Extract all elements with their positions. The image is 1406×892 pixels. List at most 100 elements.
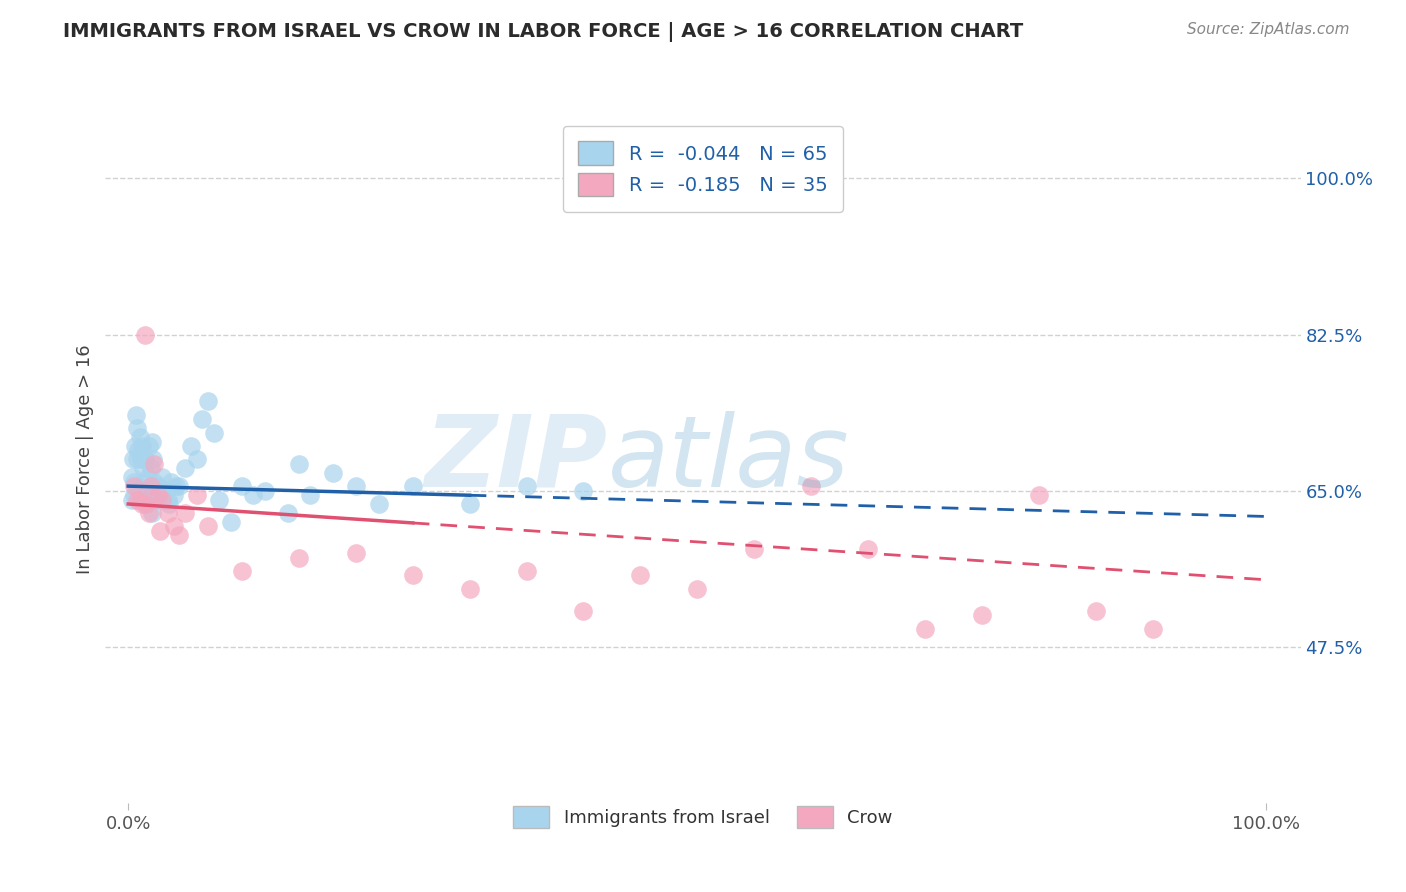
Point bbox=[149, 524, 172, 538]
Point bbox=[128, 430, 150, 444]
Point bbox=[129, 483, 152, 498]
Point bbox=[136, 470, 159, 484]
Point bbox=[186, 488, 208, 502]
Point bbox=[150, 492, 173, 507]
Point bbox=[516, 479, 538, 493]
Point bbox=[131, 488, 153, 502]
Point bbox=[242, 488, 264, 502]
Point bbox=[134, 475, 156, 489]
Point bbox=[145, 492, 167, 507]
Point bbox=[299, 488, 322, 502]
Point bbox=[288, 550, 311, 565]
Legend: Immigrants from Israel, Crow: Immigrants from Israel, Crow bbox=[506, 798, 900, 835]
Point bbox=[191, 412, 214, 426]
Point bbox=[202, 425, 225, 440]
Point bbox=[138, 488, 160, 502]
Point bbox=[124, 439, 146, 453]
Point bbox=[344, 479, 367, 493]
Point bbox=[800, 479, 823, 493]
Point bbox=[219, 515, 242, 529]
Point bbox=[742, 541, 765, 556]
Point bbox=[686, 582, 709, 596]
Point bbox=[458, 497, 481, 511]
Point bbox=[163, 519, 186, 533]
Point bbox=[152, 483, 174, 498]
Point bbox=[138, 506, 160, 520]
Point bbox=[135, 488, 157, 502]
Text: ZIP: ZIP bbox=[425, 411, 607, 508]
Point bbox=[141, 434, 163, 449]
Point bbox=[128, 492, 150, 507]
Point bbox=[572, 483, 595, 498]
Point bbox=[143, 479, 166, 493]
Point bbox=[277, 506, 299, 520]
Point bbox=[127, 421, 149, 435]
Point bbox=[1028, 488, 1050, 502]
Point bbox=[160, 475, 183, 489]
Point bbox=[288, 457, 311, 471]
Point bbox=[150, 470, 173, 484]
Point bbox=[856, 541, 879, 556]
Point bbox=[146, 488, 169, 502]
Point bbox=[141, 506, 163, 520]
Point bbox=[132, 461, 155, 475]
Point bbox=[186, 452, 208, 467]
Point bbox=[165, 479, 187, 493]
Point bbox=[125, 408, 148, 422]
Point bbox=[163, 488, 186, 502]
Point bbox=[122, 479, 145, 493]
Point bbox=[122, 475, 145, 489]
Point bbox=[121, 452, 143, 467]
Point bbox=[197, 394, 219, 409]
Text: IMMIGRANTS FROM ISRAEL VS CROW IN LABOR FORCE | AGE > 16 CORRELATION CHART: IMMIGRANTS FROM ISRAEL VS CROW IN LABOR … bbox=[63, 22, 1024, 42]
Point bbox=[131, 439, 153, 453]
Point bbox=[145, 483, 167, 498]
Point bbox=[134, 452, 156, 467]
Point bbox=[914, 622, 936, 636]
Point bbox=[322, 466, 344, 480]
Point bbox=[139, 483, 162, 498]
Point bbox=[131, 497, 153, 511]
Point bbox=[153, 483, 176, 498]
Point bbox=[516, 564, 538, 578]
Point bbox=[197, 519, 219, 533]
Point bbox=[231, 479, 253, 493]
Point bbox=[121, 470, 143, 484]
Point bbox=[139, 479, 162, 493]
Point bbox=[157, 506, 180, 520]
Point bbox=[146, 479, 169, 493]
Point bbox=[129, 452, 152, 467]
Point bbox=[157, 497, 180, 511]
Point bbox=[208, 492, 231, 507]
Point bbox=[142, 475, 165, 489]
Y-axis label: In Labor Force | Age > 16: In Labor Force | Age > 16 bbox=[76, 344, 94, 574]
Point bbox=[127, 492, 149, 507]
Point bbox=[231, 564, 253, 578]
Point bbox=[125, 452, 148, 467]
Point bbox=[402, 479, 425, 493]
Point bbox=[180, 439, 202, 453]
Point bbox=[124, 488, 146, 502]
Point bbox=[402, 568, 425, 582]
Point bbox=[143, 457, 166, 471]
Point bbox=[138, 439, 160, 453]
Point bbox=[139, 461, 162, 475]
Point bbox=[169, 479, 191, 493]
Text: Source: ZipAtlas.com: Source: ZipAtlas.com bbox=[1187, 22, 1350, 37]
Point bbox=[174, 506, 197, 520]
Point bbox=[142, 452, 165, 467]
Point bbox=[157, 492, 180, 507]
Point bbox=[572, 604, 595, 618]
Point bbox=[121, 492, 143, 507]
Point bbox=[344, 546, 367, 560]
Point bbox=[1142, 622, 1164, 636]
Point bbox=[127, 443, 149, 458]
Point bbox=[253, 483, 276, 498]
Point bbox=[174, 461, 197, 475]
Point bbox=[970, 608, 993, 623]
Point bbox=[367, 497, 389, 511]
Point bbox=[135, 497, 157, 511]
Point bbox=[136, 483, 159, 498]
Point bbox=[1084, 604, 1107, 618]
Point bbox=[628, 568, 651, 582]
